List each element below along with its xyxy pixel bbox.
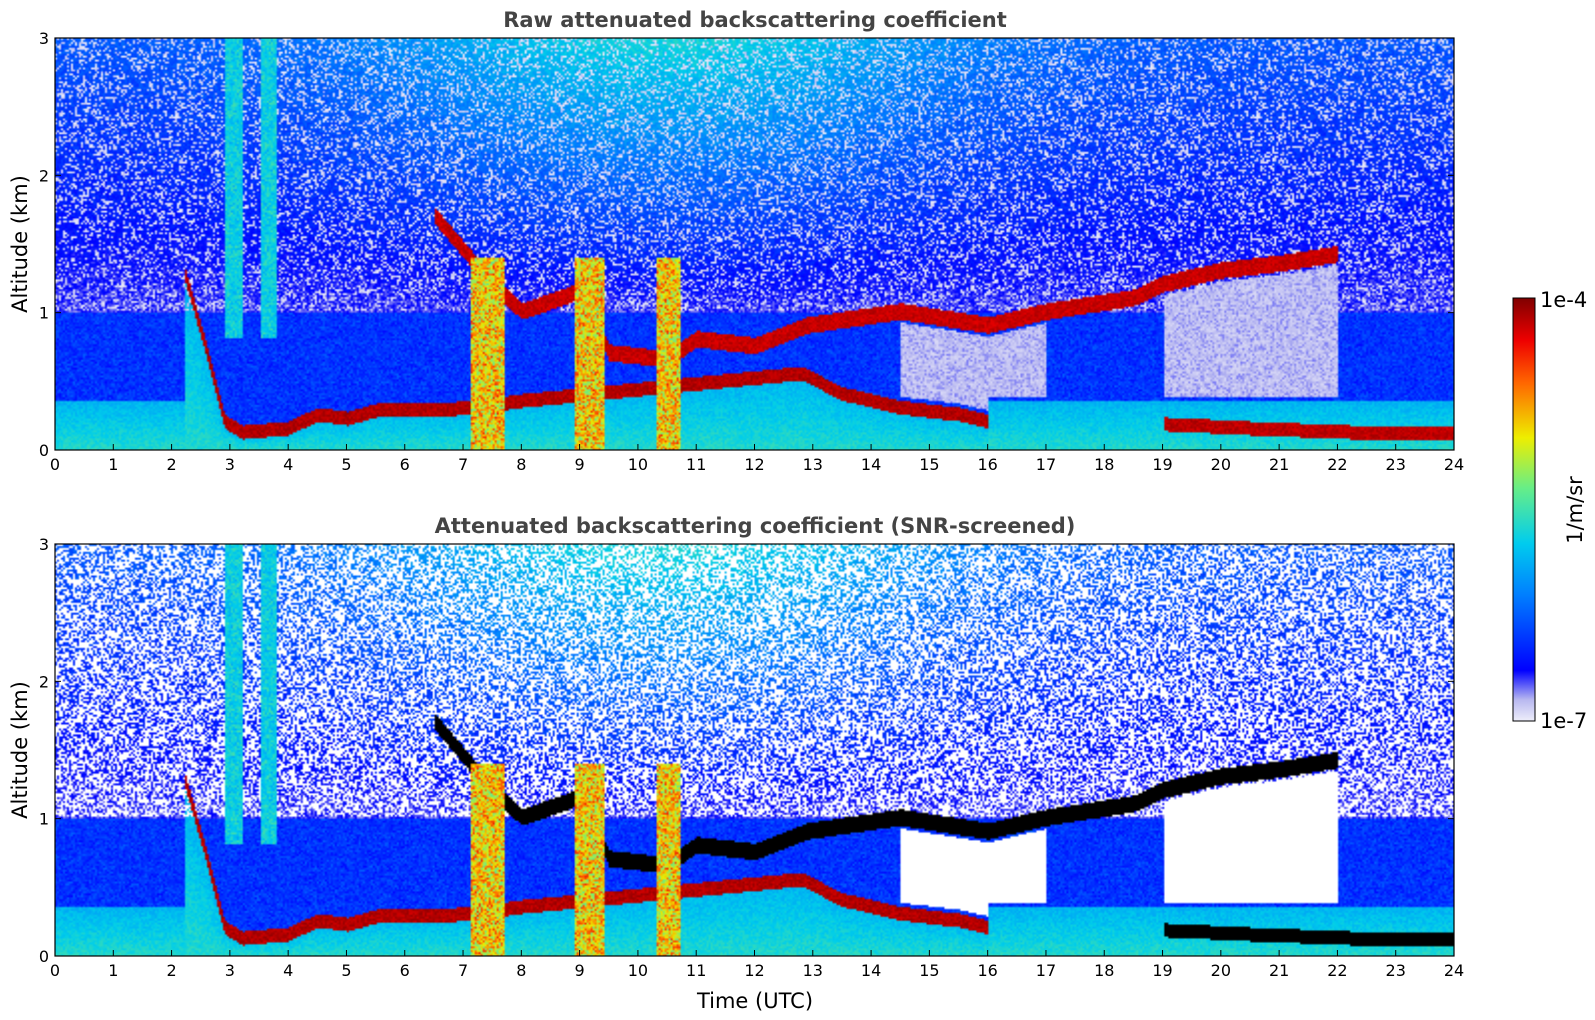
x-tick-label: 7 [458, 961, 468, 980]
x-tick-label: 23 [1386, 455, 1406, 474]
x-tick-label: 14 [861, 961, 881, 980]
x-tick-label: 6 [400, 961, 410, 980]
x-tick-label: 22 [1327, 455, 1347, 474]
x-tick-label: 8 [516, 961, 526, 980]
x-axis-label: Time (UTC) [696, 989, 813, 1013]
x-tick-label: 1 [108, 961, 118, 980]
x-tick-label: 15 [919, 961, 939, 980]
x-tick-label: 15 [919, 455, 939, 474]
x-tick-label: 24 [1444, 961, 1464, 980]
x-tick-label: 20 [1211, 455, 1231, 474]
x-tick-label: 16 [977, 455, 997, 474]
x-tick-label: 0 [50, 455, 60, 474]
x-tick-label: 4 [283, 961, 293, 980]
x-tick-label: 5 [341, 961, 351, 980]
backscatter-heatmap-raw [55, 38, 1454, 450]
x-tick-label: 10 [628, 961, 648, 980]
panel-raw: Raw attenuated backscattering coefficien… [8, 8, 1464, 474]
x-tick-label: 12 [744, 455, 764, 474]
x-axis-screened: 0 1 2 3 4 5 6 7 8 9 10 11 12 13 14 15 16 17 18 19 20 21 22 23 24 [50, 950, 1464, 980]
y-axis-label-raw: Altitude (km) [8, 175, 32, 313]
x-tick-label: 5 [341, 455, 351, 474]
x-tick-label: 6 [400, 455, 410, 474]
x-tick-label: 13 [803, 961, 823, 980]
x-tick-label: 19 [1152, 961, 1172, 980]
x-tick-label: 18 [1094, 961, 1114, 980]
x-tick-label: 11 [686, 961, 706, 980]
colorbar-gradient [1512, 297, 1536, 722]
x-tick-label: 8 [516, 455, 526, 474]
y-tick-label: 0 [39, 441, 49, 460]
y-tick-label: 0 [39, 947, 49, 966]
chart-title-raw: Raw attenuated backscattering coefficien… [503, 8, 1007, 32]
colorbar-max-label: 1e-4 [1540, 288, 1587, 312]
x-tick-label: 0 [50, 961, 60, 980]
x-tick-label: 19 [1152, 455, 1172, 474]
panel-screened: Attenuated backscattering coefficient (S… [8, 514, 1464, 1013]
colorbar-min-label: 1e-7 [1540, 709, 1587, 733]
x-tick-label: 11 [686, 455, 706, 474]
y-axis-raw: 0 1 2 3 [39, 29, 1454, 460]
chart-title-screened: Attenuated backscattering coefficient (S… [435, 514, 1076, 538]
x-tick-label: 9 [575, 961, 585, 980]
x-tick-label: 23 [1386, 961, 1406, 980]
colorbar-unit-label: 1/m/sr [1563, 476, 1587, 544]
x-tick-label: 2 [166, 455, 176, 474]
backscatter-heatmap-screened [55, 544, 1454, 956]
x-tick-label: 21 [1269, 455, 1289, 474]
x-axis-raw: 0 1 2 3 4 5 6 7 8 9 10 11 12 13 14 15 16 17 18 19 20 21 22 23 24 [50, 444, 1464, 474]
y-tick-label: 2 [39, 672, 49, 691]
y-axis-screened: 0 1 2 3 [39, 535, 1454, 966]
x-tick-label: 16 [977, 961, 997, 980]
y-tick-label: 3 [39, 29, 49, 48]
y-tick-label: 3 [39, 535, 49, 554]
x-tick-label: 12 [744, 961, 764, 980]
x-tick-label: 1 [108, 455, 118, 474]
y-tick-label: 2 [39, 166, 49, 185]
x-tick-label: 22 [1327, 961, 1347, 980]
x-tick-label: 17 [1036, 455, 1056, 474]
x-tick-label: 3 [225, 455, 235, 474]
x-tick-label: 7 [458, 455, 468, 474]
y-tick-label: 1 [39, 304, 49, 323]
x-tick-label: 2 [166, 961, 176, 980]
x-tick-label: 3 [225, 961, 235, 980]
x-tick-label: 17 [1036, 961, 1056, 980]
x-tick-label: 10 [628, 455, 648, 474]
x-tick-label: 20 [1211, 961, 1231, 980]
x-tick-label: 24 [1444, 455, 1464, 474]
x-tick-label: 18 [1094, 455, 1114, 474]
y-tick-label: 1 [39, 810, 49, 829]
x-tick-label: 21 [1269, 961, 1289, 980]
x-tick-label: 9 [575, 455, 585, 474]
colorbar: 1e-4 1e-7 1/m/sr [1512, 288, 1587, 733]
y-axis-label-screened: Altitude (km) [8, 681, 32, 819]
x-tick-label: 14 [861, 455, 881, 474]
x-tick-label: 4 [283, 455, 293, 474]
x-tick-label: 13 [803, 455, 823, 474]
